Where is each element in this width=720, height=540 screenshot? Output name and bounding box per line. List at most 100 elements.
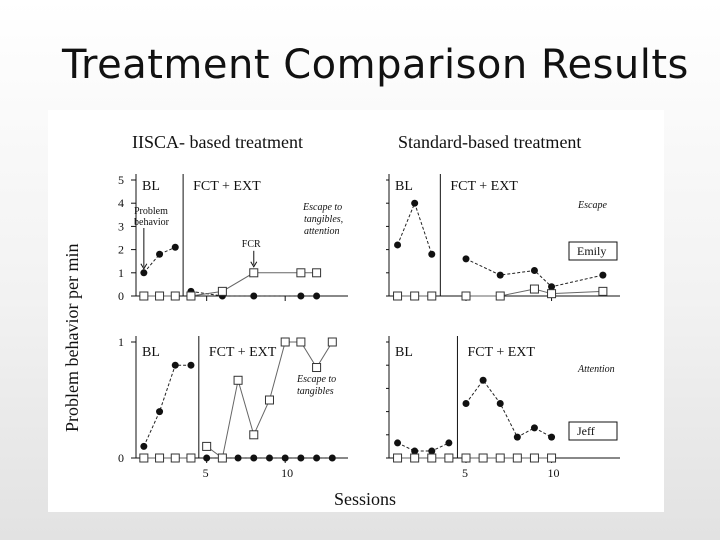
panel-title-standard: Standard-based treatment [398,132,581,152]
participant-name: Emily [577,244,606,258]
fcr-data-point [393,291,403,301]
fcr-data-point [249,268,259,278]
annotation-problem-behavior-2: behavior [134,217,170,228]
fcr-data-point [427,453,437,463]
problem-behavior-data-point [513,433,521,441]
fcr-data-point [296,268,306,278]
fcr-data-point [495,291,505,301]
fcr-data-point [410,291,420,301]
fcr-data-point [529,284,539,294]
fcr-data-point [327,337,337,347]
arrow-head [140,263,148,270]
problem-behavior-data-point [171,361,179,369]
fcr-data-point [529,453,539,463]
problem-behavior-data-point [250,454,258,462]
problem-behavior-data-point [140,442,148,450]
fcr-data-point [170,453,180,463]
fcr-data-point [264,395,274,405]
fcr-data-point [296,337,306,347]
problem-behavior-data-point [171,243,179,251]
fcr-data-point [598,286,608,296]
fcr-data-point [461,291,471,301]
condition-note: Escape [577,200,607,211]
problem-behavior-data-point [479,376,487,384]
problem-behavior-data-point [548,433,556,441]
y-tick-label: 1 [118,266,124,280]
problem-behavior-data-point [428,250,436,258]
annotation-problem-behavior-1: Problem [134,206,168,217]
phase-label-fct: FCT + EXT [193,179,261,194]
problem-behavior-data-point [328,454,336,462]
problem-behavior-data-point [234,454,242,462]
y-tick-label: 0 [118,451,124,465]
y-tick-label: 5 [118,173,124,187]
fcr-data-point [512,453,522,463]
fcr-data-point [186,291,196,301]
problem-behavior-data-point [394,241,402,249]
fcr-data-point [249,430,259,440]
fcr-data-point [217,453,227,463]
fcr-data-point [427,291,437,301]
problem-behavior-data-point [530,266,538,274]
problem-behavior-data-point [411,199,419,207]
fcr-data-point [233,375,243,385]
results-figure: IISCA- based treatment Standard-based tr… [48,110,664,512]
participant-box [568,241,618,261]
fcr-data-point [312,268,322,278]
problem-behavior-data-point [187,361,195,369]
phase-label-fct: FCT + EXT [209,345,277,360]
problem-behavior-data-point [313,292,321,300]
condition-note: attention [304,226,340,237]
phase-label-bl: BL [142,345,160,360]
x-axis-label: Sessions [334,489,396,509]
fcr-data-point [170,291,180,301]
problem-behavior-data-point [394,439,402,447]
condition-note: Escape to [302,202,342,213]
results-figure-svg: IISCA- based treatment Standard-based tr… [62,132,620,509]
problem-behavior-data-point [156,250,164,258]
condition-note: Escape to [296,374,336,385]
y-tick-label: 2 [118,243,124,257]
phase-label-bl: BL [395,179,413,194]
fcr-data-point [312,363,322,373]
x-tick-label: 10 [548,466,560,480]
arrow-head [250,261,258,268]
problem-behavior-data-point [250,292,258,300]
x-tick-label: 10 [281,466,293,480]
problem-behavior-series-line [397,442,450,452]
y-tick-label: 3 [118,219,124,233]
fcr-data-point [461,453,471,463]
phase-label-fct: FCT + EXT [467,345,535,360]
problem-behavior-data-point [265,454,273,462]
participant-box [568,421,618,441]
y-axis-label: Problem behavior per min [62,244,82,432]
fcr-data-point [139,291,149,301]
problem-behavior-data-point [428,447,436,455]
problem-behavior-data-point [411,447,419,455]
condition-note: tangibles [297,386,334,397]
fcr-data-point [202,441,212,451]
problem-behavior-data-point [203,454,211,462]
phase-label-fct: FCT + EXT [450,179,518,194]
problem-behavior-data-point [281,454,289,462]
y-tick-label: 0 [118,289,124,303]
problem-behavior-data-point [297,292,305,300]
problem-behavior-data-point [462,255,470,263]
problem-behavior-data-point [530,424,538,432]
problem-behavior-data-point [140,269,148,277]
problem-behavior-data-point [156,408,164,416]
fcr-data-point [547,289,557,299]
panel-title-iisca: IISCA- based treatment [132,132,303,152]
problem-behavior-series-line [143,364,191,447]
condition-note: Attention [577,364,615,375]
slide-title: Treatment Comparison Results [62,42,689,88]
problem-behavior-series-line [397,201,433,255]
fcr-data-point [280,337,290,347]
problem-behavior-data-point [462,399,470,407]
problem-behavior-data-point [445,439,453,447]
problem-behavior-data-point [599,271,607,279]
fcr-data-point [186,453,196,463]
fcr-data-point [155,291,165,301]
y-tick-label: 4 [118,196,124,210]
